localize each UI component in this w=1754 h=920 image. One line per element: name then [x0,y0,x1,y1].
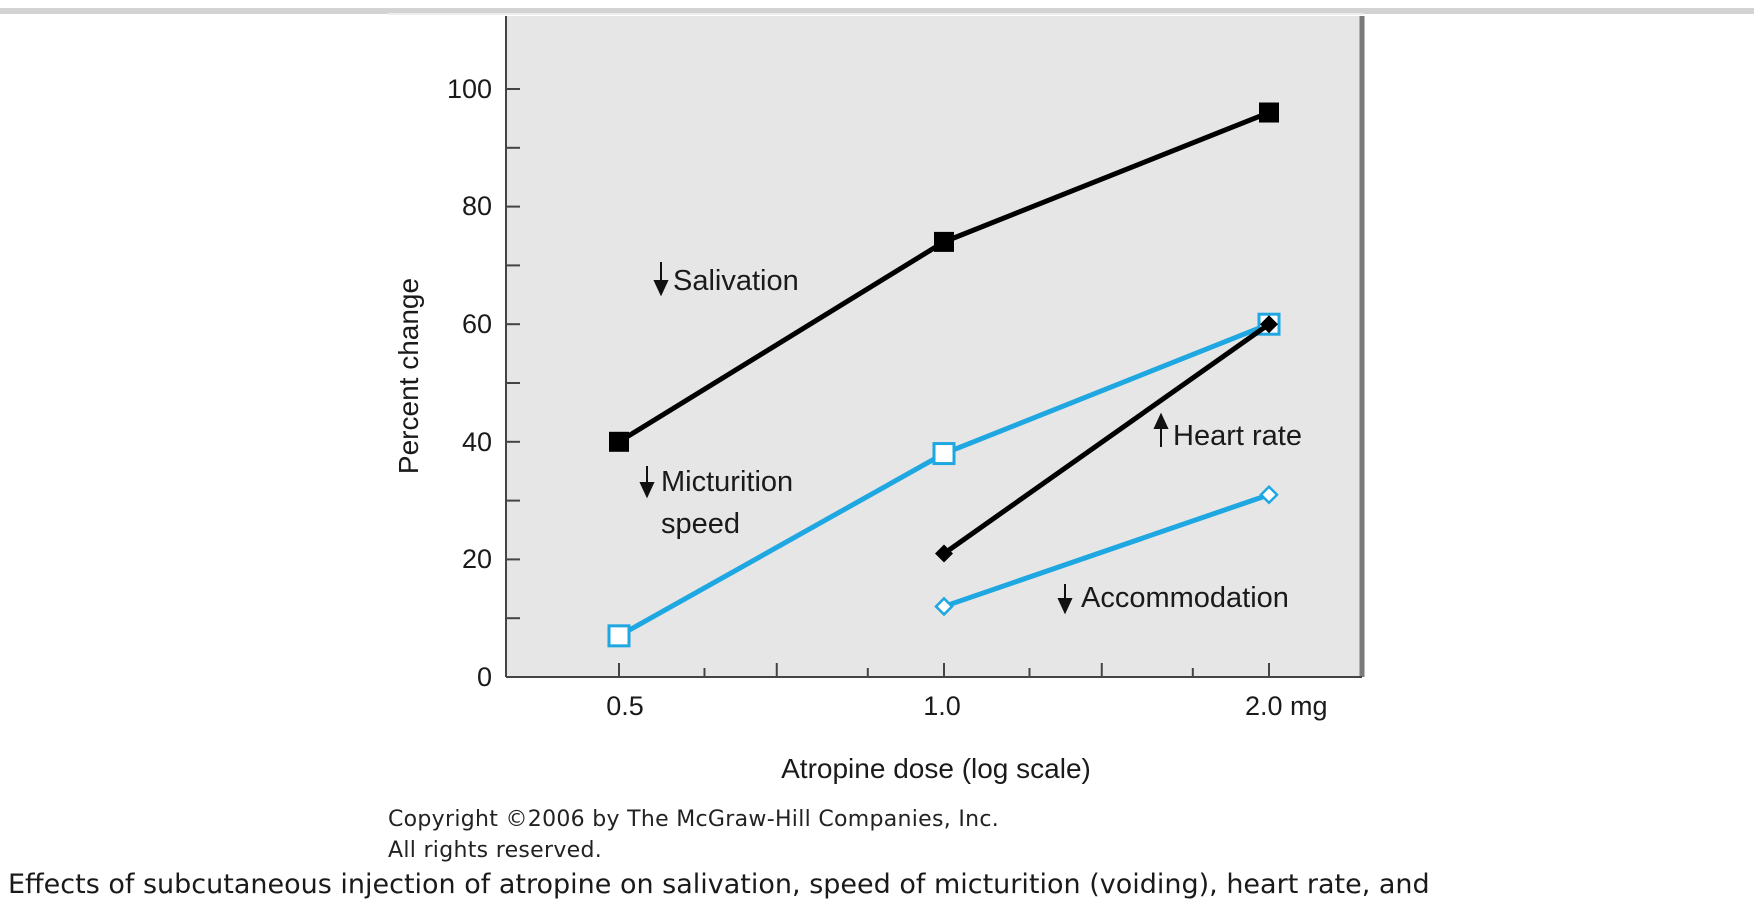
up-arrow-head-icon [1153,412,1169,429]
micturition-label-line2: speed [661,508,740,540]
y-tick-label: 60 [462,309,492,339]
top-rule [0,8,1754,14]
down-arrow-head-icon [653,280,669,297]
x-tick-label: 0.5 [606,691,644,721]
y-tick-label: 20 [462,544,492,574]
heart-rate-line [942,322,1271,556]
x-axis-title: Atropine dose (log scale) [781,753,1091,784]
y-tick-label: 0 [477,662,492,692]
accommodation-point [934,596,954,617]
down-arrow-head-icon [1057,598,1073,615]
heart-rate-label: Heart rate [1173,420,1302,452]
x-tick-label: 1.0 [923,691,961,721]
y-tick-label: 80 [462,191,492,221]
salivation-label: Salivation [673,265,799,297]
salivation-point [1259,102,1279,123]
accommodation-label: Accommodation [1081,582,1289,614]
heart-rate-point [935,544,953,563]
down-arrow-head-icon [639,482,655,499]
y-tick-label: 100 [447,74,492,104]
x-tick-label: 2.0 mg [1245,691,1328,721]
micturition-speed-point [607,624,631,648]
micturition-speed-point [932,442,956,466]
accommodation-point [1259,484,1279,505]
copyright-notice: Copyright ©2006 by The McGraw-Hill Compa… [388,804,999,866]
micturition-label: Micturition [661,466,793,498]
copyright-line: All rights reserved. [388,838,603,863]
y-axis-title: Percent change [393,278,424,474]
top-rule-shadow [388,13,1363,15]
salivation-point [934,231,954,252]
copyright-line: Copyright ©2006 by The McGraw-Hill Compa… [388,807,1000,832]
figure-caption: Effects of subcutaneous injection of atr… [8,869,1430,900]
y-tick-label: 40 [462,427,492,457]
heart-rate-point [1260,315,1278,334]
accommodation-line [943,492,1270,609]
salivation-point [609,431,629,452]
